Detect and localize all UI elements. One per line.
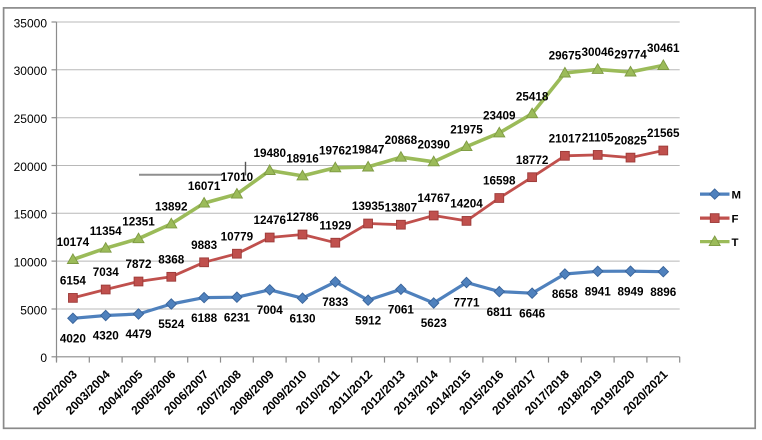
svg-text:21565: 21565 xyxy=(647,127,680,140)
svg-text:7833: 7833 xyxy=(322,296,349,309)
svg-text:6130: 6130 xyxy=(289,312,316,325)
svg-text:13892: 13892 xyxy=(155,201,188,214)
svg-text:7061: 7061 xyxy=(388,304,415,317)
svg-text:5623: 5623 xyxy=(421,317,448,330)
svg-text:16598: 16598 xyxy=(483,175,516,188)
svg-text:8658: 8658 xyxy=(552,288,579,301)
svg-text:8949: 8949 xyxy=(617,285,644,298)
svg-text:7034: 7034 xyxy=(93,266,120,279)
svg-text:21975: 21975 xyxy=(450,123,483,136)
svg-text:M: M xyxy=(732,189,742,201)
svg-text:25418: 25418 xyxy=(516,90,549,103)
svg-text:15000: 15000 xyxy=(14,208,48,222)
svg-text:5000: 5000 xyxy=(20,303,47,317)
svg-text:20390: 20390 xyxy=(417,139,450,152)
svg-text:F: F xyxy=(732,213,739,225)
svg-text:4320: 4320 xyxy=(93,330,120,343)
svg-text:11354: 11354 xyxy=(90,225,122,238)
svg-text:17010: 17010 xyxy=(221,171,254,184)
svg-text:7872: 7872 xyxy=(125,258,152,271)
svg-text:23409: 23409 xyxy=(483,110,516,123)
svg-text:13807: 13807 xyxy=(385,201,418,214)
svg-text:21105: 21105 xyxy=(582,132,614,145)
svg-text:5912: 5912 xyxy=(355,314,382,327)
svg-text:8368: 8368 xyxy=(158,254,185,267)
svg-text:29675: 29675 xyxy=(549,50,582,63)
svg-text:18772: 18772 xyxy=(516,154,549,167)
svg-text:20825: 20825 xyxy=(614,134,647,147)
svg-text:14204: 14204 xyxy=(450,198,483,211)
svg-text:0: 0 xyxy=(40,351,47,365)
svg-text:16071: 16071 xyxy=(188,180,221,193)
svg-text:6811: 6811 xyxy=(487,306,513,319)
svg-text:18916: 18916 xyxy=(286,153,319,166)
svg-text:21017: 21017 xyxy=(549,133,582,146)
svg-text:6154: 6154 xyxy=(60,275,87,288)
svg-text:4020: 4020 xyxy=(60,333,87,346)
svg-text:20868: 20868 xyxy=(385,134,418,147)
svg-text:12476: 12476 xyxy=(253,214,286,227)
svg-text:T: T xyxy=(732,237,739,249)
svg-text:30000: 30000 xyxy=(14,64,48,78)
svg-text:35000: 35000 xyxy=(14,16,48,30)
svg-text:29774: 29774 xyxy=(614,49,647,62)
svg-text:19847: 19847 xyxy=(352,144,385,157)
svg-text:10000: 10000 xyxy=(14,256,48,270)
svg-text:7004: 7004 xyxy=(257,304,284,317)
svg-text:7771: 7771 xyxy=(453,297,480,310)
svg-text:6646: 6646 xyxy=(519,307,546,320)
svg-text:6231: 6231 xyxy=(224,311,251,324)
svg-text:11929: 11929 xyxy=(319,219,351,232)
svg-text:10779: 10779 xyxy=(221,230,254,243)
svg-text:6188: 6188 xyxy=(191,312,218,325)
svg-text:9883: 9883 xyxy=(191,239,218,252)
svg-text:12351: 12351 xyxy=(122,215,155,228)
svg-text:10174: 10174 xyxy=(57,236,90,249)
svg-text:8896: 8896 xyxy=(650,286,677,299)
svg-text:25000: 25000 xyxy=(14,112,48,126)
svg-text:14767: 14767 xyxy=(417,192,450,205)
svg-text:30461: 30461 xyxy=(647,42,680,55)
svg-text:20000: 20000 xyxy=(14,160,48,174)
svg-text:5524: 5524 xyxy=(158,318,185,331)
svg-text:13935: 13935 xyxy=(352,200,385,213)
svg-text:8941: 8941 xyxy=(585,286,612,299)
svg-text:12786: 12786 xyxy=(286,211,319,224)
svg-text:4479: 4479 xyxy=(125,328,152,341)
svg-text:30046: 30046 xyxy=(581,46,614,59)
svg-text:19762: 19762 xyxy=(319,145,352,158)
svg-text:19480: 19480 xyxy=(253,147,286,160)
